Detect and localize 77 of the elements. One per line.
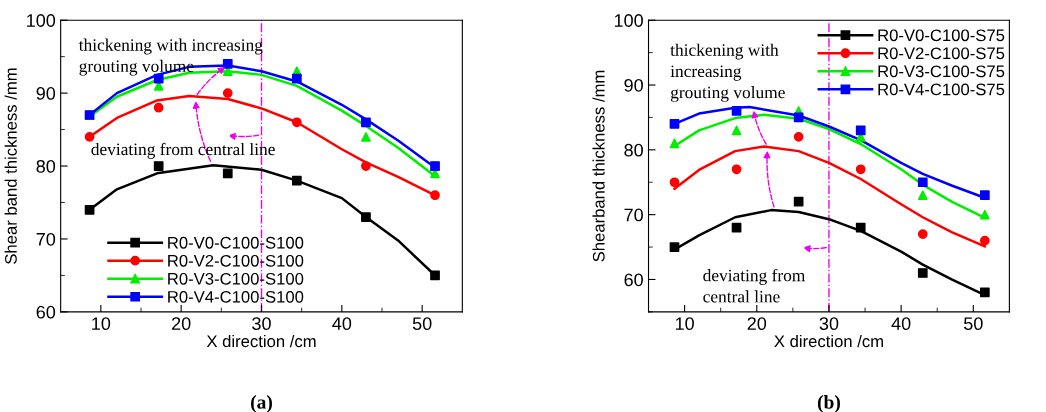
point — [84, 132, 95, 142]
point — [793, 196, 804, 207]
x-tick-label: 50 — [412, 317, 432, 331]
y-tick-label: 60 — [624, 273, 643, 287]
x-tick-label: 40 — [891, 317, 911, 331]
y-tick-label: 60 — [36, 305, 56, 319]
point — [917, 268, 928, 278]
point — [291, 175, 302, 186]
x-tick-label: 20 — [172, 317, 191, 331]
y-tick-label: 90 — [36, 87, 56, 100]
legend-label: R0-V3-C100-S75 — [878, 65, 1005, 78]
point — [222, 59, 233, 69]
point — [669, 177, 680, 188]
text: (a) — [251, 395, 272, 412]
point — [731, 164, 742, 175]
point — [855, 164, 866, 175]
point — [855, 125, 866, 136]
point — [153, 102, 164, 113]
point — [979, 190, 990, 201]
x-tick-label: 20 — [747, 317, 767, 331]
legend-label: R0-V4-C100-S100 — [168, 290, 304, 303]
y-axis-title: Shear band thickness /mm — [4, 68, 17, 264]
x-axis-title: X direction /cm — [206, 334, 316, 348]
y-tick-label: 80 — [36, 159, 56, 173]
point — [361, 161, 371, 171]
x-tick-label: 30 — [819, 317, 839, 331]
point — [917, 177, 928, 188]
point — [793, 112, 804, 123]
point — [430, 190, 440, 201]
y-tick-label: 100 — [614, 14, 643, 27]
point — [291, 73, 302, 84]
legend-label: R0-V3-C100-S100 — [168, 272, 304, 285]
point — [430, 270, 440, 281]
point — [669, 119, 680, 129]
point — [731, 125, 742, 136]
legend-label: R0-V4-C100-S75 — [878, 83, 1005, 96]
point — [669, 242, 680, 252]
annotation: thickening with increasing grouting volume — [670, 43, 785, 102]
point — [291, 117, 302, 128]
point — [153, 73, 164, 84]
point — [669, 138, 680, 149]
point — [222, 88, 233, 98]
point — [917, 229, 928, 239]
point — [361, 132, 371, 142]
y-tick-label: 70 — [36, 232, 56, 246]
point — [361, 212, 371, 222]
point — [222, 168, 233, 179]
point — [979, 209, 990, 220]
point — [430, 161, 440, 171]
point — [731, 106, 742, 116]
annotation: deviating from central line — [91, 142, 275, 159]
legend-label: R0-V0-C100-S100 — [168, 236, 304, 249]
text: (b) — [817, 395, 840, 412]
x-tick-label: 40 — [332, 317, 352, 331]
point — [793, 132, 804, 142]
x-tick-label: 30 — [252, 317, 271, 331]
point — [979, 235, 990, 246]
annotation: thickening with increasing grouting volume — [78, 38, 263, 76]
legend-label: R0-V2-C100-S75 — [878, 47, 1005, 60]
legend-label: R0-V0-C100-S75 — [878, 29, 1005, 42]
y-axis-title: Shearband thickness /mm — [592, 70, 605, 262]
y-tick-label: 100 — [27, 14, 56, 27]
point — [361, 117, 371, 128]
point — [84, 204, 95, 215]
x-tick-label: 10 — [675, 317, 694, 331]
x-axis-title: X direction /cm — [774, 334, 883, 348]
legend-label: R0-V2-C100-S100 — [168, 254, 304, 267]
y-tick-label: 80 — [624, 143, 643, 157]
point — [917, 190, 928, 201]
point — [855, 222, 866, 233]
y-tick-label: 70 — [624, 208, 643, 222]
annotation: deviating from central line — [703, 268, 806, 303]
x-tick-label: 10 — [92, 317, 111, 331]
point — [153, 161, 164, 171]
x-tick-label: 50 — [963, 317, 983, 331]
y-tick-label: 90 — [624, 78, 643, 92]
point — [979, 287, 990, 298]
